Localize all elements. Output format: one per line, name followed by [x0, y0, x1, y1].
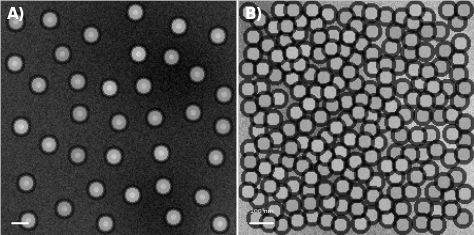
Text: B): B)	[245, 7, 264, 22]
Text: 100 nm: 100 nm	[250, 209, 273, 214]
Text: A): A)	[7, 7, 26, 22]
